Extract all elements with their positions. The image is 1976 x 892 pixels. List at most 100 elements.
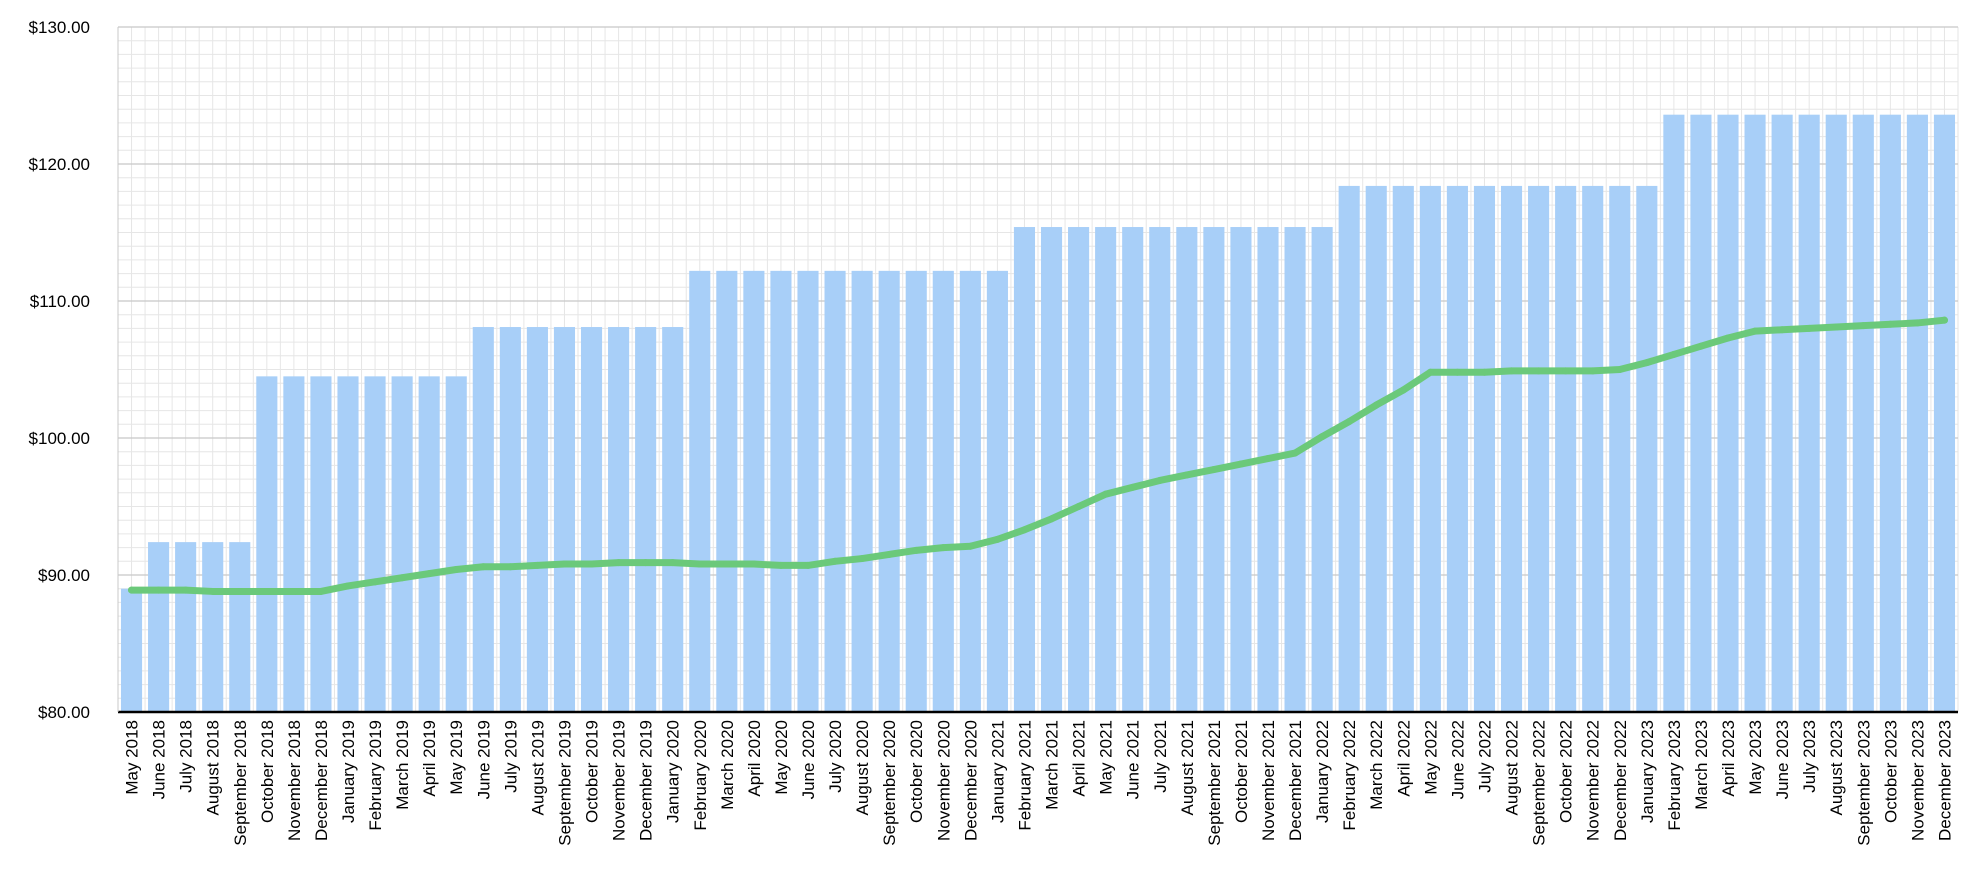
line-point [696, 560, 704, 568]
line-point [912, 546, 920, 554]
x-category-label: June 2019 [474, 720, 493, 799]
bar [1473, 185, 1496, 713]
bar [959, 270, 981, 712]
line-point [290, 587, 298, 595]
line-point [1480, 368, 1488, 376]
x-category-label: January 2023 [1638, 720, 1657, 823]
line-point [1399, 386, 1407, 394]
line-point [1237, 460, 1245, 468]
bar [1636, 185, 1658, 713]
x-category-label: October 2021 [1232, 720, 1251, 823]
bar [905, 270, 927, 712]
bar [932, 270, 954, 712]
bar [310, 376, 332, 712]
x-category-label: September 2022 [1530, 720, 1549, 846]
x-category-label: May 2021 [1097, 720, 1116, 795]
line-point [1426, 368, 1434, 376]
bar [608, 327, 630, 712]
x-category-label: April 2023 [1719, 720, 1738, 797]
x-category-label: February 2022 [1340, 720, 1359, 831]
x-category-label: November 2018 [285, 720, 304, 841]
line-point [1616, 366, 1624, 373]
line-point [1724, 334, 1732, 342]
line-point [1291, 449, 1299, 457]
bar [1690, 114, 1712, 713]
bar [1798, 114, 1820, 713]
bar [662, 327, 684, 712]
line-point [1805, 324, 1813, 332]
bar [1040, 227, 1063, 712]
bar [1528, 185, 1550, 713]
bar [1365, 185, 1387, 713]
x-category-label: September 2021 [1205, 720, 1224, 846]
x-category-label: August 2020 [853, 720, 872, 815]
y-tick-label: $120.00 [29, 155, 90, 174]
line-point [1589, 367, 1597, 375]
line-point [1129, 483, 1137, 491]
line-point [128, 586, 136, 594]
bar [1122, 227, 1144, 712]
bar [1906, 114, 1928, 713]
x-category-label: May 2022 [1421, 720, 1440, 795]
line-point [1075, 503, 1083, 510]
x-category-label: January 2019 [339, 720, 358, 823]
line-point [1697, 342, 1705, 350]
bar [337, 376, 359, 712]
line-point [804, 561, 812, 569]
x-category-label: December 2018 [312, 720, 331, 841]
x-category-label: November 2019 [610, 720, 629, 841]
x-category-label: April 2022 [1394, 720, 1413, 797]
bar [1257, 227, 1279, 712]
bar [418, 376, 440, 712]
bar [1879, 114, 1901, 713]
x-category-label: October 2018 [258, 720, 277, 823]
x-category-label: September 2023 [1854, 720, 1873, 846]
x-category-label: February 2019 [366, 720, 385, 831]
line-point [344, 582, 352, 590]
x-category-label: March 2023 [1692, 720, 1711, 810]
bar [878, 270, 900, 712]
x-category-label: January 2020 [664, 720, 683, 823]
x-category-label: September 2019 [555, 720, 574, 846]
line-point [398, 574, 406, 582]
x-category-label: February 2021 [1015, 720, 1034, 831]
bar [1717, 114, 1739, 713]
x-category-label: April 2021 [1070, 720, 1089, 797]
bar [1609, 185, 1631, 713]
bar [148, 542, 170, 712]
line-point [1886, 320, 1894, 328]
line-point [1940, 316, 1948, 324]
x-category-label: October 2019 [583, 720, 602, 823]
line-point [506, 563, 514, 571]
line-point [1318, 433, 1326, 441]
bar [635, 327, 657, 712]
x-category-label: August 2022 [1503, 720, 1522, 815]
bar [1419, 185, 1441, 713]
line-point [155, 586, 163, 594]
x-category-label: June 2021 [1124, 720, 1143, 799]
line-point [723, 560, 731, 568]
bar [743, 270, 765, 712]
line-point [533, 561, 541, 569]
line-point [1453, 368, 1461, 376]
line-point [750, 560, 758, 568]
x-category-label: July 2023 [1800, 720, 1819, 793]
bar [175, 542, 197, 712]
x-category-label: March 2019 [393, 720, 412, 810]
line-point [993, 535, 1001, 543]
x-category-label: November 2021 [1259, 720, 1278, 841]
y-axis-tick-labels: $80.00 $90.00 $100.00 $110.00 $120.00 $130.00 [29, 18, 90, 722]
x-category-label: August 2019 [528, 720, 547, 815]
x-category-label: September 2018 [231, 720, 250, 846]
line-point [1048, 515, 1056, 523]
x-category-label: October 2020 [907, 720, 926, 823]
x-category-label: February 2020 [691, 720, 710, 831]
x-category-label: April 2019 [420, 720, 439, 797]
bar [1825, 114, 1847, 713]
x-category-label: June 2018 [150, 720, 169, 799]
x-category-label: December 2021 [1286, 720, 1305, 841]
line-point [615, 559, 623, 567]
x-category-label: September 2020 [880, 720, 899, 846]
x-category-label: July 2022 [1475, 720, 1494, 793]
x-category-label: May 2018 [123, 720, 142, 795]
